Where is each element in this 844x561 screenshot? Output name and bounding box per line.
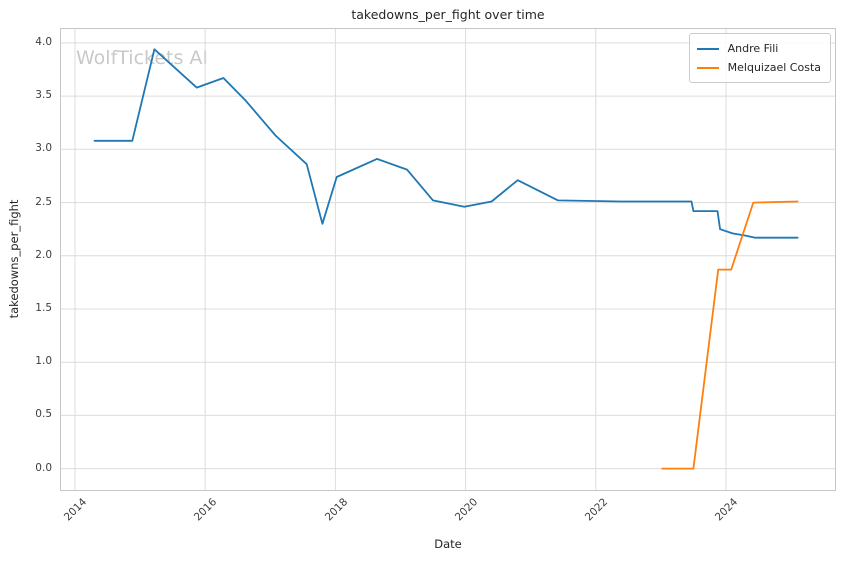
legend-label: Andre Fili [727,42,779,55]
watermark-text: WolfTickets AI [76,47,209,69]
x-tick-label: 2016 [192,496,220,524]
y-tick-label: 2.5 [35,195,52,208]
y-tick-label: 3.5 [35,89,52,102]
x-tick-label: 2022 [582,496,611,524]
y-tick-label: 2.0 [35,248,52,261]
plot-area [60,28,836,491]
chart-title: takedowns_per_fight over time [351,7,545,22]
y-tick-label: 1.0 [35,355,52,368]
legend-item: Melquizael Costa [696,58,821,77]
x-axis-label: Date [434,537,462,551]
x-tick-label: 2024 [713,496,741,524]
y-tick-label: 0.5 [35,408,52,421]
y-tick-label: 3.0 [35,142,52,155]
y-tick-label: 1.5 [35,301,52,314]
x-tick-label: 2020 [452,496,481,524]
x-tick-label: 2014 [62,496,90,524]
x-tick-label: 2018 [322,496,350,524]
legend-item: Andre Fili [696,39,821,58]
legend-line-swatch [696,47,719,50]
y-tick-label: 4.0 [35,35,52,48]
legend: Andre Fili Melquizael Costa [688,33,831,83]
series-line-andre-fili [93,48,799,239]
y-tick-label: 0.0 [35,461,52,474]
plot-border [60,28,836,491]
plot-canvas [60,28,836,491]
series-line-melquizael-costa [661,200,799,470]
legend-label: Melquizael Costa [727,61,821,74]
legend-line-swatch [696,66,719,69]
